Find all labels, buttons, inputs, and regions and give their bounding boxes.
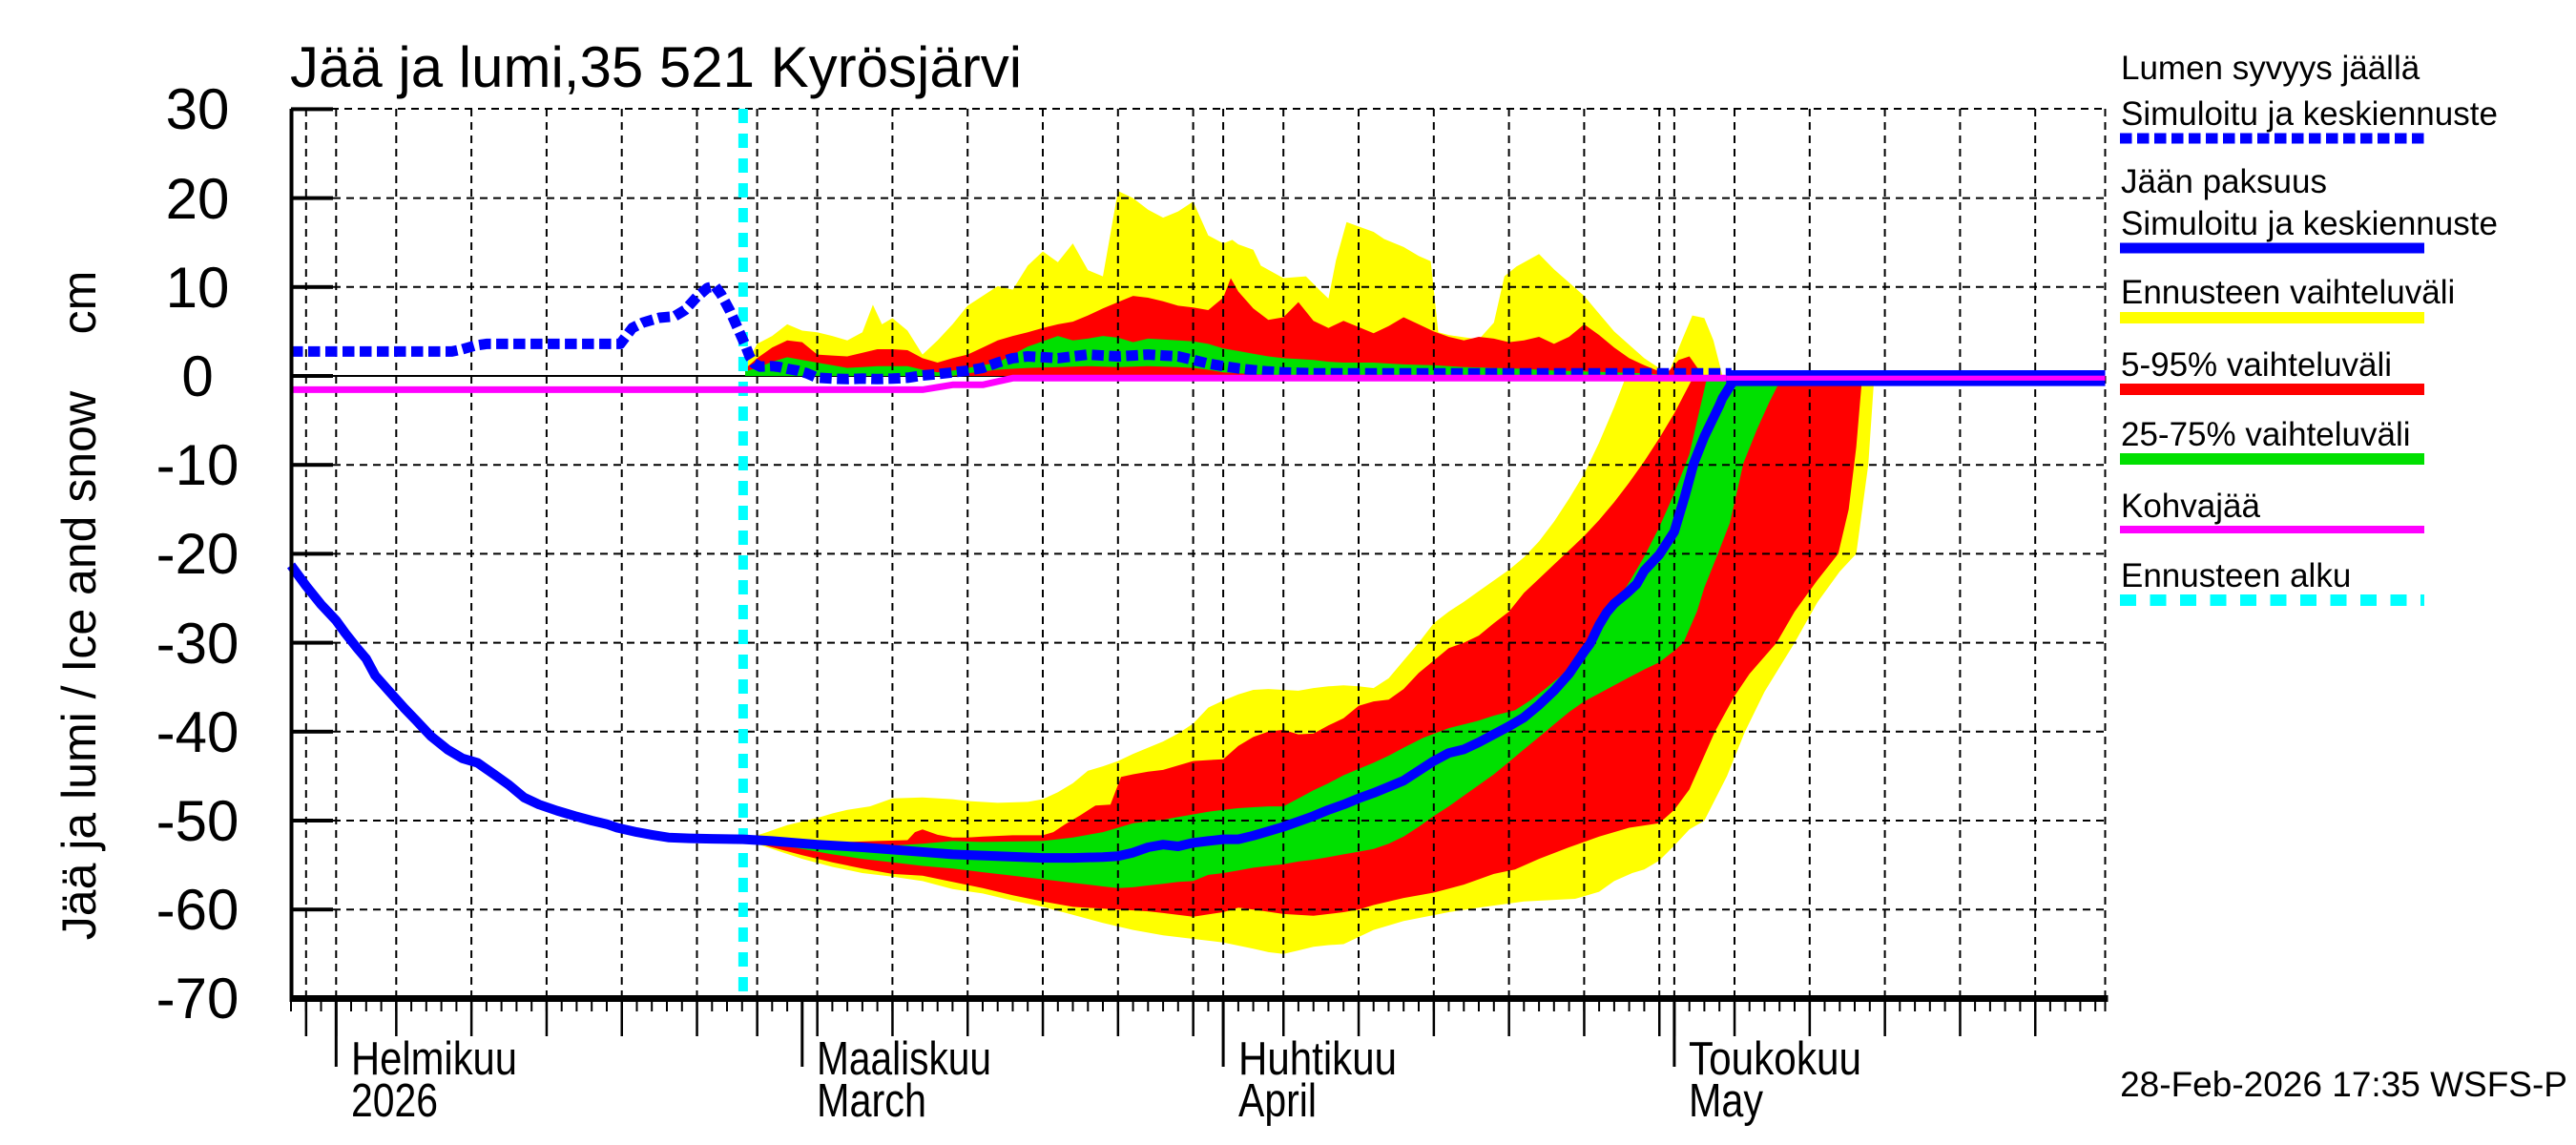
svg-text:25-75% vaihteluväli: 25-75% vaihteluväli bbox=[2121, 416, 2411, 453]
svg-text:-50: -50 bbox=[156, 789, 239, 853]
svg-text:Simuloitu ja keskiennuste: Simuloitu ja keskiennuste bbox=[2121, 95, 2498, 133]
svg-text:-30: -30 bbox=[156, 612, 239, 676]
svg-text:28-Feb-2026 17:35 WSFS-P: 28-Feb-2026 17:35 WSFS-P bbox=[2120, 1065, 2567, 1104]
svg-text:Jään paksuus: Jään paksuus bbox=[2121, 163, 2327, 200]
svg-text:-60: -60 bbox=[156, 878, 239, 942]
svg-text:Jää ja lumi / Ice and snow: Jää ja lumi / Ice and snow bbox=[52, 390, 106, 940]
svg-text:Ennusteen alku: Ennusteen alku bbox=[2121, 557, 2351, 594]
svg-text:2026: 2026 bbox=[351, 1075, 438, 1127]
svg-text:-10: -10 bbox=[156, 433, 239, 497]
svg-text:20: 20 bbox=[166, 167, 230, 231]
svg-text:Lumen syvyys jäällä: Lumen syvyys jäällä bbox=[2121, 50, 2420, 87]
svg-text:-70: -70 bbox=[156, 967, 239, 1030]
svg-text:May: May bbox=[1689, 1075, 1763, 1127]
svg-text:Ennusteen vaihteluväli: Ennusteen vaihteluväli bbox=[2121, 274, 2455, 311]
svg-text:Huhtikuu: Huhtikuu bbox=[1238, 1033, 1397, 1085]
svg-text:Helmikuu: Helmikuu bbox=[351, 1033, 517, 1085]
svg-text:March: March bbox=[817, 1075, 926, 1127]
svg-text:Jää ja lumi,35 521 Kyrösjärvi: Jää ja lumi,35 521 Kyrösjärvi bbox=[290, 35, 1022, 99]
svg-text:-20: -20 bbox=[156, 522, 239, 586]
svg-text:0: 0 bbox=[181, 344, 213, 408]
svg-text:Kohvajää: Kohvajää bbox=[2121, 488, 2260, 525]
svg-text:5-95% vaihteluväli: 5-95% vaihteluväli bbox=[2121, 346, 2392, 384]
svg-text:cm: cm bbox=[52, 271, 106, 335]
svg-text:Maaliskuu: Maaliskuu bbox=[817, 1033, 991, 1085]
svg-text:10: 10 bbox=[166, 256, 230, 320]
svg-text:Toukokuu: Toukokuu bbox=[1689, 1033, 1861, 1085]
svg-text:-40: -40 bbox=[156, 700, 239, 764]
svg-text:30: 30 bbox=[166, 77, 230, 141]
svg-text:April: April bbox=[1238, 1075, 1317, 1127]
svg-text:Simuloitu ja keskiennuste: Simuloitu ja keskiennuste bbox=[2121, 205, 2498, 242]
